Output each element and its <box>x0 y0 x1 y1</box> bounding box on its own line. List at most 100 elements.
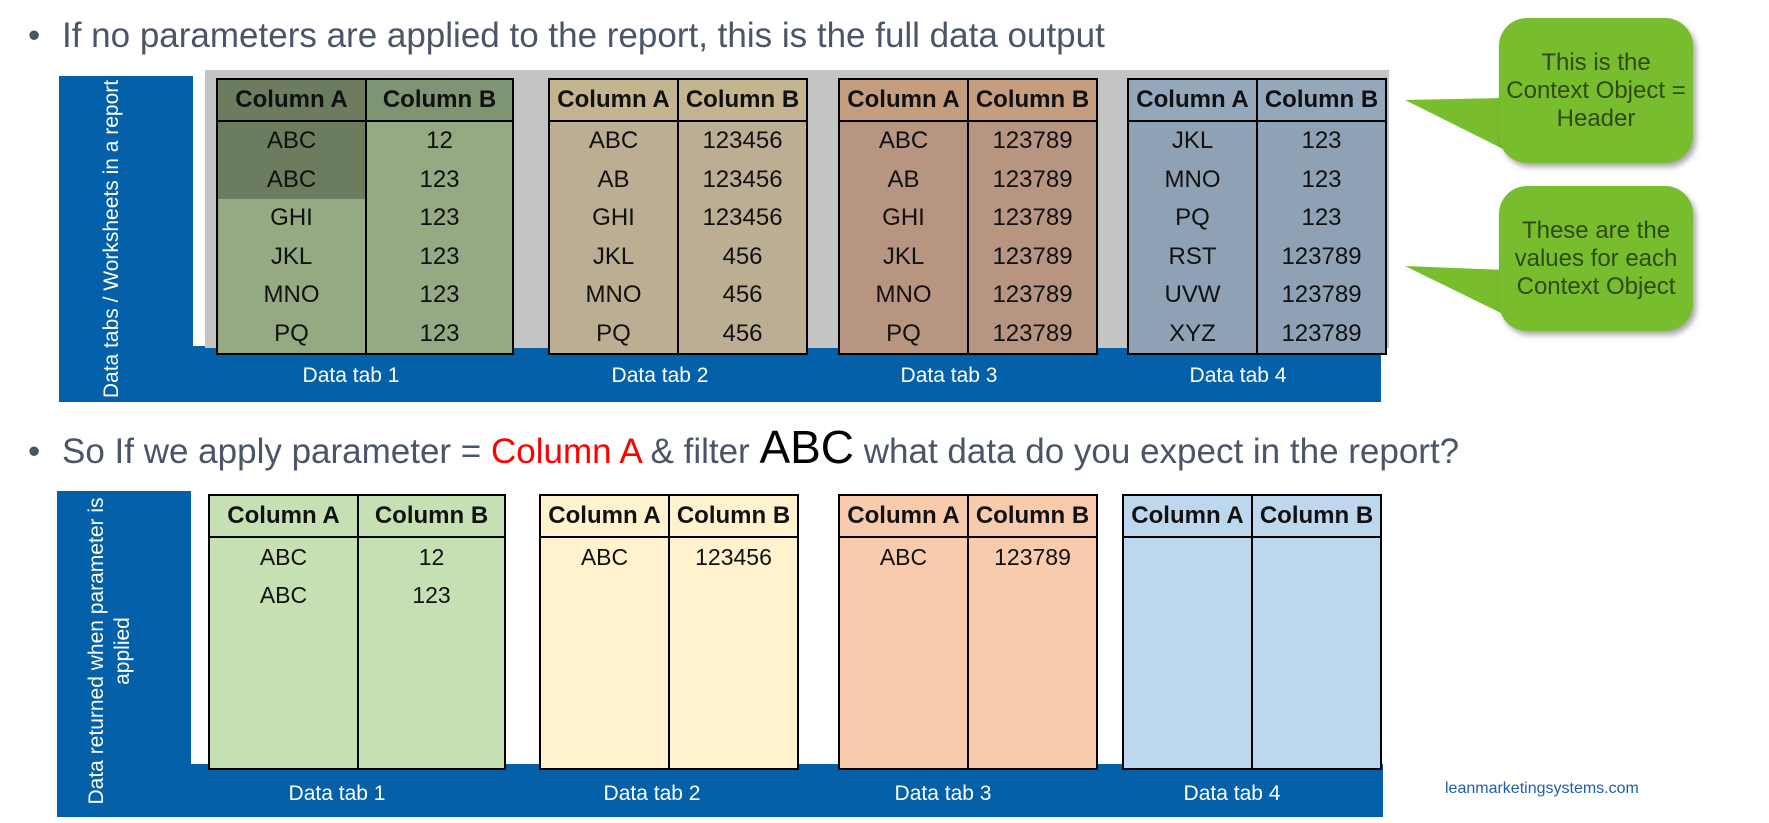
callout-header-pointer <box>1405 98 1505 150</box>
table-cell <box>357 614 506 770</box>
table-row: ABC 12 <box>208 537 506 576</box>
table-cell: AB <box>838 160 969 199</box>
table-cell: AB <box>548 160 679 199</box>
table-cell: ABC <box>539 537 670 576</box>
table-row: XYZ 123789 <box>1127 314 1387 355</box>
table-header-row: Column A Column B <box>1122 494 1382 538</box>
table-row: PQ 123 <box>216 314 514 355</box>
column-header: Column B <box>668 494 799 538</box>
table-header-row: Column A Column B <box>548 78 808 122</box>
table-cell: 123789 <box>1256 314 1387 355</box>
bottom-table-tab2: Column A Column B ABC 123456 <box>539 494 799 770</box>
top-table-tab4: Column A Column B JKL 123 MNO 123 PQ 123 RST 1237… <box>1127 78 1387 355</box>
table-cell <box>838 576 969 770</box>
table-row: ABC 12 <box>216 121 514 161</box>
bottom-tab-label-3: Data tab 3 <box>894 782 992 805</box>
table-cell: JKL <box>838 237 969 276</box>
table-cell: ABC <box>216 121 367 161</box>
table-filler-row <box>1122 537 1382 770</box>
table-cell: 123789 <box>1256 276 1387 315</box>
table-row: JKL 123 <box>1127 121 1387 161</box>
table-row: ABC 123 <box>216 160 514 199</box>
table-cell: JKL <box>216 237 367 276</box>
table-cell: MNO <box>838 276 969 315</box>
table-cell: PQ <box>216 314 367 355</box>
table-row: GHI 123 <box>216 199 514 238</box>
table-cell: PQ <box>1127 199 1258 238</box>
bottom-tab-label-1: Data tab 1 <box>288 782 386 805</box>
table-cell: 123 <box>1256 160 1387 199</box>
table-cell: 456 <box>677 237 808 276</box>
column-header: Column B <box>967 494 1098 538</box>
top-tab-label-1: Data tab 1 <box>302 364 400 387</box>
column-header: Column A <box>208 494 359 538</box>
table-cell: 456 <box>677 276 808 315</box>
table-row: ABC 123 <box>208 576 506 614</box>
table-cell: 12 <box>357 537 506 576</box>
table-cell: GHI <box>216 199 367 238</box>
table-cell: 123789 <box>967 314 1098 355</box>
callout-pointers <box>1405 98 1505 315</box>
table-cell: ABC <box>216 160 367 199</box>
top-bullet-text: If no parameters are applied to the repo… <box>62 16 1105 55</box>
table-cell: 456 <box>677 314 808 355</box>
callout-header: This is the Context Object = Header <box>1499 18 1693 163</box>
table-row: MNO 123 <box>216 276 514 315</box>
table-header-row: Column A Column B <box>208 494 506 538</box>
top-side-label: Data tabs / Worksheets in a report <box>100 79 123 399</box>
table-cell: GHI <box>548 199 679 238</box>
bottom-bullet-middle: & filter <box>640 432 760 471</box>
column-header: Column A <box>1127 78 1258 122</box>
table-header-row: Column A Column B <box>838 494 1098 538</box>
table-cell: ABC <box>838 537 969 576</box>
table-row: PQ 123 <box>1127 199 1387 238</box>
table-cell: ABC <box>838 121 969 161</box>
table-cell: 123789 <box>967 160 1098 199</box>
top-tab-label-3: Data tab 3 <box>900 364 998 387</box>
table-cell: MNO <box>1127 160 1258 199</box>
top-tab-label-2: Data tab 2 <box>611 364 709 387</box>
table-header-row: Column A Column B <box>216 78 514 122</box>
table-cell: UVW <box>1127 276 1258 315</box>
callout-values-pointer <box>1405 266 1505 315</box>
table-cell: ABC <box>208 576 359 614</box>
table-cell <box>967 576 1098 770</box>
table-cell: JKL <box>1127 121 1258 161</box>
bottom-tab-label-4: Data tab 4 <box>1183 782 1281 805</box>
column-header: Column A <box>548 78 679 122</box>
table-cell: PQ <box>548 314 679 355</box>
footer-url: leanmarketingsystems.com <box>1445 780 1639 797</box>
table-cell: ABC <box>548 121 679 161</box>
table-cell: ABC <box>208 537 359 576</box>
callout-header-text: This is the Context Object = Header <box>1506 48 1686 132</box>
bottom-tab-label-2: Data tab 2 <box>603 782 701 805</box>
table-cell: 12 <box>365 121 514 161</box>
bullet-dot: • <box>28 16 41 55</box>
table-cell: RST <box>1127 237 1258 276</box>
column-header: Column B <box>677 78 808 122</box>
table-cell: 123 <box>1256 199 1387 238</box>
table-cell: XYZ <box>1127 314 1258 355</box>
bottom-bullet-filter: ABC <box>759 421 855 473</box>
callout-values: These are the values for each Context Ob… <box>1499 186 1693 331</box>
table-cell: 123789 <box>1256 237 1387 276</box>
table-cell: JKL <box>548 237 679 276</box>
callout-values-text: These are the values for each Context Ob… <box>1514 216 1678 300</box>
bottom-table-tab1: Column A Column B ABC 12 ABC 123 <box>208 494 506 770</box>
column-header: Column B <box>365 78 514 122</box>
top-table-tab3: Column A Column B ABC 123789 AB 123789 GHI 1237… <box>838 78 1098 355</box>
column-header: Column A <box>539 494 670 538</box>
bottom-bullet-prefix: So If we apply parameter = <box>62 432 491 471</box>
table-cell: 123456 <box>677 121 808 161</box>
table-row: MNO 123789 <box>838 276 1098 315</box>
table-cell: GHI <box>838 199 969 238</box>
table-header-row: Column A Column B <box>838 78 1098 122</box>
column-header: Column A <box>216 78 367 122</box>
table-row: ABC 123789 <box>838 121 1098 161</box>
table-cell: 123 <box>365 199 514 238</box>
table-row: JKL 456 <box>548 237 808 276</box>
table-cell <box>1122 537 1253 770</box>
table-cell: 123456 <box>677 199 808 238</box>
table-cell: 123 <box>365 276 514 315</box>
table-cell: 123 <box>365 160 514 199</box>
